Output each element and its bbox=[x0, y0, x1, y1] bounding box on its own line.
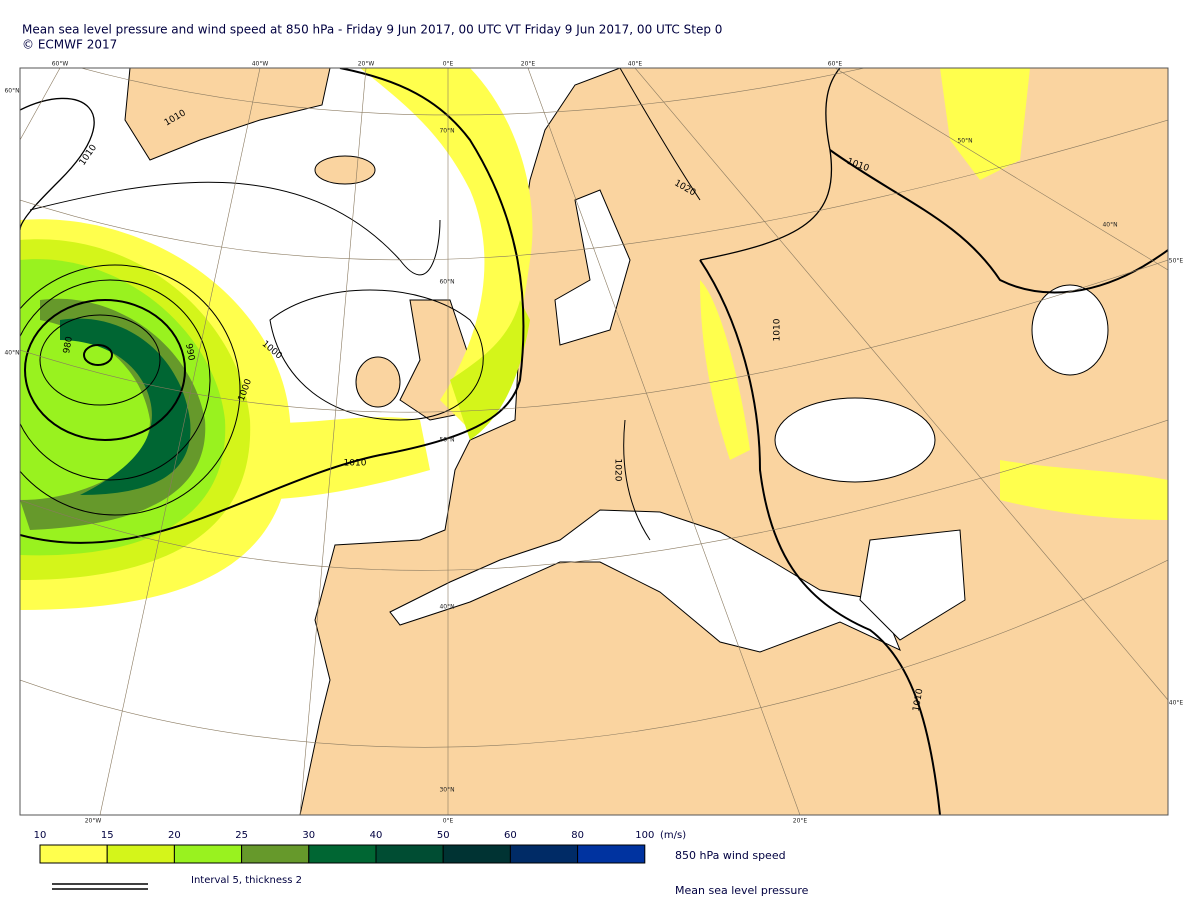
graticule-label: 40°N bbox=[439, 604, 454, 611]
legend-level: 40 bbox=[370, 830, 383, 841]
copyright: © ECMWF 2017 bbox=[22, 38, 117, 52]
legend-level: 50 bbox=[437, 830, 450, 841]
legend-level: 10 bbox=[34, 830, 47, 841]
graticule-label: 0°E bbox=[443, 61, 454, 68]
legend-swatch bbox=[308, 844, 377, 864]
legend-unit: (m/s) bbox=[660, 830, 686, 841]
labels: 60°W 40°W 20°W 0°E 20°E 40°E 60°E 60°N 40°N 50°N 4… bbox=[4, 61, 1183, 825]
legend-wind-label: 850 hPa wind speed bbox=[675, 849, 786, 862]
wind-area bbox=[60, 318, 191, 495]
legend-level: 15 bbox=[101, 830, 114, 841]
legend-swatch bbox=[375, 844, 444, 864]
graticule-label: 50°N bbox=[957, 138, 972, 145]
legend-swatch bbox=[442, 844, 511, 864]
graticule-label: 40°E bbox=[628, 61, 643, 68]
graticule-label: 30°N bbox=[439, 787, 454, 794]
map-frame bbox=[19, 67, 1169, 816]
isobars bbox=[20, 68, 1168, 815]
graticule-label: 50°E bbox=[1169, 258, 1184, 265]
legend-swatch bbox=[577, 844, 646, 864]
graticule-label: 40°E bbox=[1169, 700, 1184, 707]
graticule-label: 20°E bbox=[793, 818, 808, 825]
graticule-label: 40°N bbox=[1102, 222, 1117, 229]
legend-level: 80 bbox=[571, 830, 584, 841]
legend-level: 60 bbox=[504, 830, 517, 841]
isobar-label: 1020 bbox=[613, 459, 623, 482]
graticule-label: 0°E bbox=[443, 818, 454, 825]
wind-area bbox=[940, 68, 1030, 180]
graticule-label: 60°W bbox=[52, 61, 69, 68]
graticule-label: 60°E bbox=[828, 61, 843, 68]
wind-area bbox=[360, 68, 533, 430]
graticule-label: 40°W bbox=[252, 61, 269, 68]
legend-level: 30 bbox=[302, 830, 315, 841]
graticule-label: 70°N bbox=[439, 128, 454, 135]
isobar-label: 1010 bbox=[773, 318, 783, 341]
graticule-label: 20°E bbox=[521, 61, 536, 68]
graticule-label: 50°N bbox=[439, 437, 454, 444]
isobar-label: 1010 bbox=[344, 459, 367, 469]
isobar-label: 1010 bbox=[912, 688, 926, 713]
graticule-label: 20°W bbox=[85, 818, 102, 825]
legend-level: 25 bbox=[235, 830, 248, 841]
wind-area bbox=[1000, 460, 1168, 520]
wind-area bbox=[450, 300, 530, 440]
isobar-label: 980 bbox=[62, 335, 75, 354]
legend-swatch bbox=[39, 844, 108, 864]
graticule-label: 60°N bbox=[4, 88, 19, 95]
legend-level: 20 bbox=[168, 830, 181, 841]
isobar-label: 990 bbox=[183, 343, 196, 362]
legend-interval: Interval 5, thickness 2 bbox=[191, 875, 302, 886]
wind-area bbox=[240, 417, 430, 500]
legend-level: 100 bbox=[635, 830, 654, 841]
legend-pressure-label: Mean sea level pressure bbox=[675, 884, 809, 897]
graticule-label: 40°N bbox=[4, 350, 19, 357]
title: Mean sea level pressure and wind speed a… bbox=[22, 23, 722, 37]
legend-swatch bbox=[509, 844, 579, 864]
graticule-label: 20°W bbox=[358, 61, 375, 68]
legend-swatch bbox=[106, 844, 175, 864]
legend-swatch bbox=[173, 844, 243, 864]
graticule-label: 60°N bbox=[439, 279, 454, 286]
graticule bbox=[20, 68, 1168, 815]
legend: (m/s) 850 hPa wind speed Interval 5, thi… bbox=[34, 830, 809, 897]
inland-sea bbox=[389, 189, 1109, 653]
legend-swatch bbox=[241, 844, 310, 864]
map-area bbox=[20, 68, 1168, 815]
wind-area bbox=[700, 280, 750, 460]
